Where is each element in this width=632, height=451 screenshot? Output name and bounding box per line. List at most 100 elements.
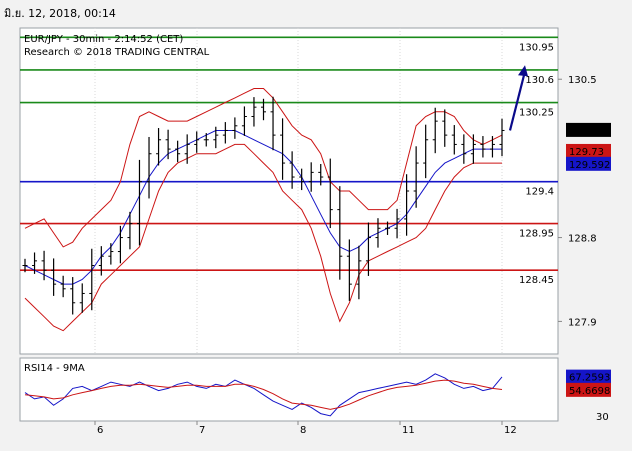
rsi-y-tick-label: 30 <box>596 412 609 423</box>
price-bar <box>404 174 410 236</box>
price-tag-pivot: 129.592 <box>566 156 611 171</box>
price-bar <box>423 124 429 179</box>
chart-subtitle: Research © 2018 TRADING CENTRAL <box>24 47 210 58</box>
price-bar <box>299 168 305 191</box>
price-bar <box>175 140 181 163</box>
timestamp: มิ.ย. 12, 2018, 00:14 <box>4 7 116 20</box>
price-bar <box>60 275 66 298</box>
price-bar <box>165 129 171 160</box>
bollinger-lower-line <box>24 143 502 332</box>
price-bar <box>442 109 448 147</box>
price-bar <box>22 258 28 273</box>
rsi-ma-line <box>24 379 503 410</box>
x-tick-label: 6 <box>97 425 103 436</box>
price-tag-support: 129.73 <box>566 143 611 158</box>
price-bar <box>394 208 400 239</box>
price-tag-label: 129.73 <box>569 147 604 158</box>
price-bar <box>289 151 295 189</box>
price-bar <box>127 211 133 250</box>
rsi-title: RSI14 - 9MA <box>24 363 85 374</box>
price-tag-bg <box>566 143 611 158</box>
price-bar <box>327 158 333 229</box>
price-bar <box>480 136 486 158</box>
price-bar <box>70 277 76 315</box>
bollinger-upper-line <box>24 88 503 248</box>
level-label: 130.95 <box>519 42 554 53</box>
price-bar <box>375 218 381 248</box>
price-bar <box>451 125 457 155</box>
level-label: 128.95 <box>519 229 554 240</box>
rsi-tag-bg <box>566 382 611 397</box>
rsi-plot-area <box>19 357 559 422</box>
x-tick-label: 7 <box>199 425 205 436</box>
price-bar <box>365 222 371 276</box>
rsi-series <box>24 373 503 417</box>
price-series <box>22 65 528 332</box>
price-bar <box>261 98 266 121</box>
x-axis: 6 7 8 11 12 <box>94 421 517 436</box>
price-bar <box>308 162 314 192</box>
price-bar <box>461 134 467 164</box>
price-y-axis: 130.5 128.8 127.9 <box>558 75 597 328</box>
price-bar <box>489 136 495 158</box>
price-bar <box>499 118 505 157</box>
moving-average-line <box>24 130 502 285</box>
price-bar <box>337 186 343 280</box>
projection-arrow-shaft <box>508 70 527 131</box>
price-bar <box>89 248 95 311</box>
price-tag-bg <box>566 156 611 171</box>
price-bar <box>184 134 190 164</box>
price-bar <box>156 128 162 166</box>
level-label: 129.4 <box>525 187 554 198</box>
price-bar <box>241 106 247 136</box>
price-bar <box>251 97 257 127</box>
x-tick-label: 8 <box>300 425 306 436</box>
rsi-tag-label: 54.6698 <box>569 386 610 397</box>
price-bar <box>146 136 152 199</box>
price-bar <box>136 159 142 246</box>
price-bar <box>385 221 391 235</box>
price-tags: 129.956 129.73 129.592 <box>566 122 611 171</box>
price-bar <box>280 118 286 180</box>
price-plot-area <box>19 27 559 355</box>
price-bar <box>213 126 219 149</box>
price-bar <box>356 245 362 300</box>
price-bar <box>117 225 123 264</box>
price-bar <box>413 146 419 208</box>
price-bar <box>318 163 324 186</box>
price-tag-bg <box>566 122 611 137</box>
rsi-y-axis: 30 <box>596 412 609 423</box>
price-bar <box>270 96 276 151</box>
price-tag-current: 129.956 <box>566 122 611 137</box>
price-bar <box>222 122 228 144</box>
price-bar <box>470 134 476 164</box>
main-gridlines <box>94 28 503 421</box>
x-tick-label: 11 <box>402 425 415 436</box>
price-bar <box>41 250 47 281</box>
projection-arrowhead <box>518 65 528 77</box>
y-tick-label: 127.9 <box>568 317 597 328</box>
level-label: 130.6 <box>525 75 554 86</box>
level-label: 130.25 <box>519 108 554 119</box>
level-label: 128.45 <box>519 275 554 286</box>
price-bar <box>432 107 438 154</box>
chart-title: EUR/JPY - 30min - 2:14:52 (CET) <box>24 34 183 45</box>
price-bar <box>346 239 352 301</box>
x-tick-label: 12 <box>504 425 517 436</box>
price-bar <box>108 243 114 265</box>
price-bar <box>232 117 238 139</box>
price-bar <box>51 258 57 296</box>
rsi-tag-rsi: 67.2593 <box>566 369 611 384</box>
price-bar <box>32 252 38 274</box>
rsi-line <box>24 373 503 417</box>
rsi-value-tags: 67.2593 54.6698 <box>566 369 611 397</box>
price-tag-label: 129.956 <box>569 126 610 137</box>
rsi-tag-label: 67.2593 <box>569 373 610 384</box>
y-tick-label: 128.8 <box>568 234 597 245</box>
y-tick-label: 130.5 <box>568 75 597 86</box>
price-bar <box>98 246 104 276</box>
price-bar <box>203 133 209 147</box>
price-bar <box>194 131 200 153</box>
rsi-tag-bg <box>566 369 611 384</box>
